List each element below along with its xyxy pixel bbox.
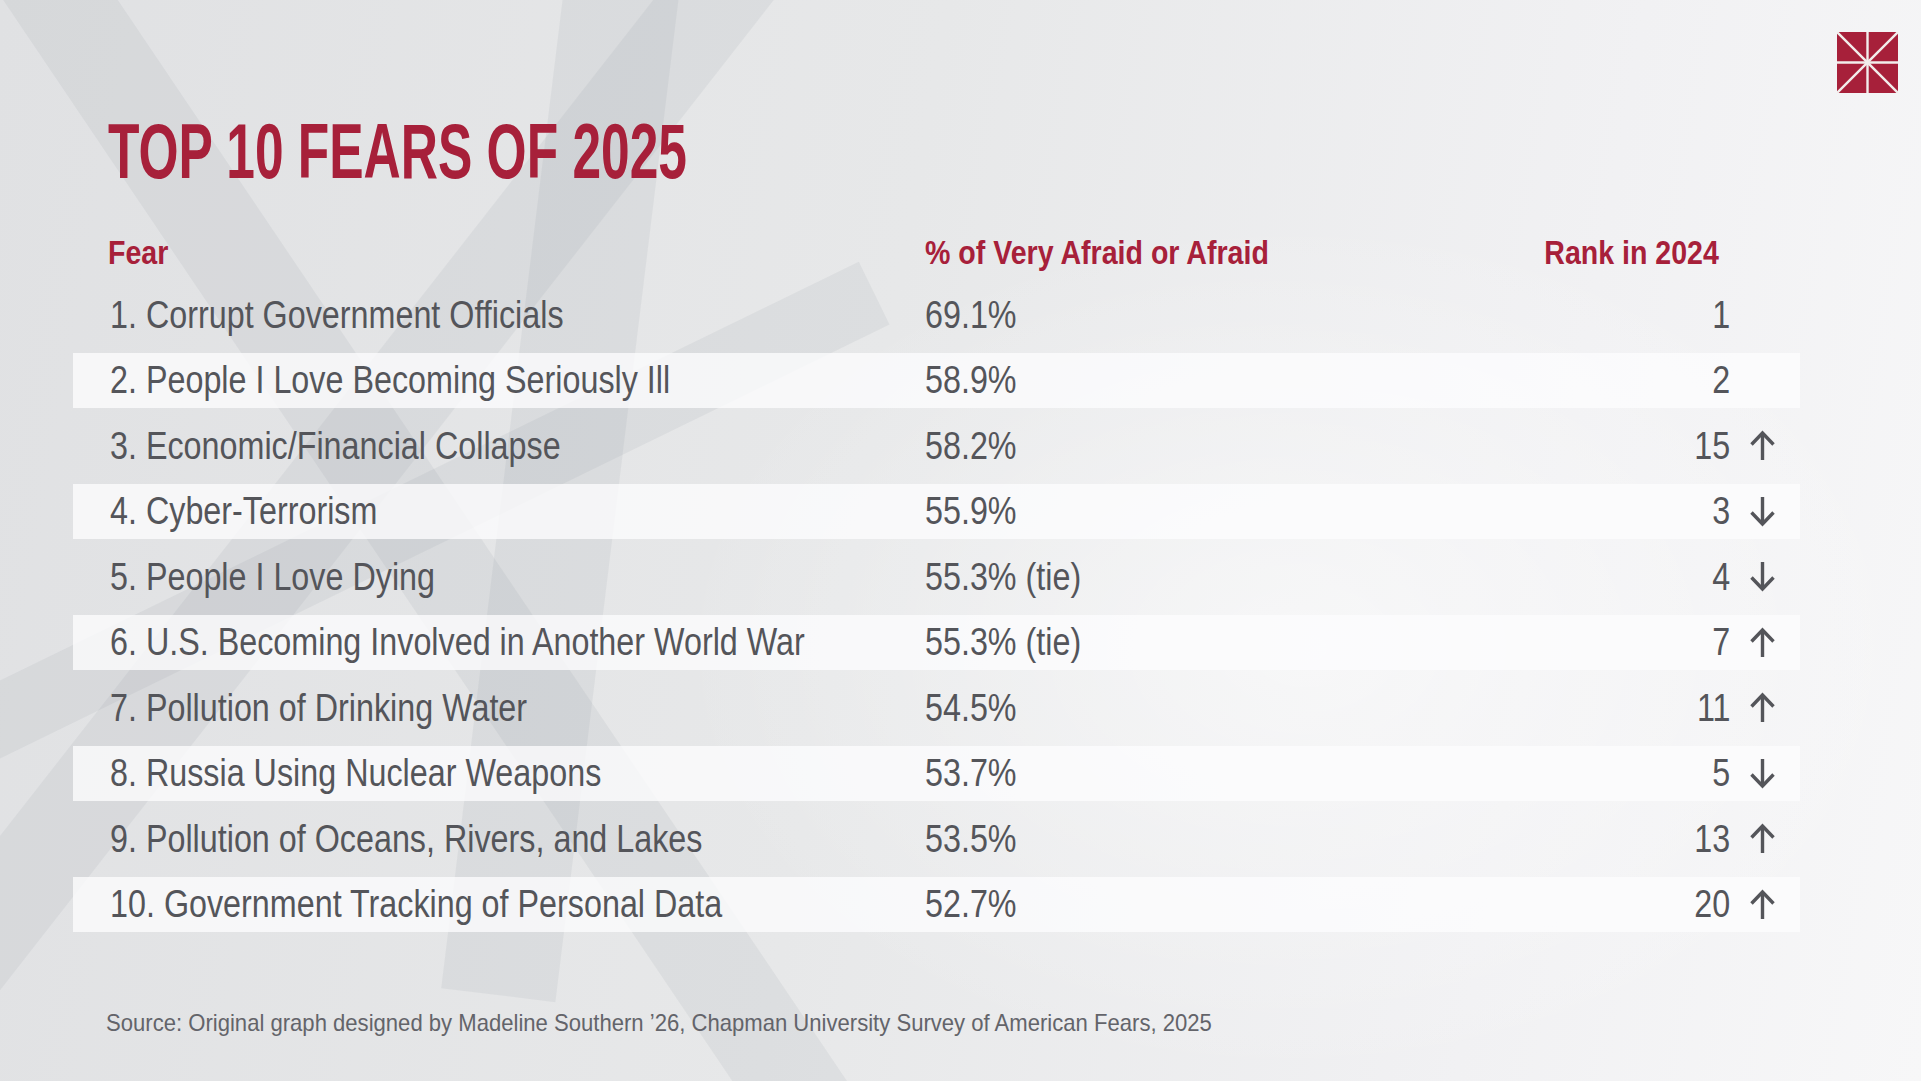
- table-row: 9. Pollution of Oceans, Rivers, and Lake…: [73, 806, 1800, 872]
- rank-change-slot: [1730, 755, 1778, 791]
- rank-value: 11: [1696, 689, 1730, 727]
- fear-label: 8. Russia Using Nuclear Weapons: [110, 754, 601, 792]
- rank-change-slot: [1730, 821, 1778, 857]
- rank-value: 5: [1712, 754, 1730, 792]
- rank-value: 20: [1694, 885, 1730, 923]
- rank-value: 2: [1712, 361, 1730, 399]
- infographic-canvas: TOP 10 FEARS OF 2025 Fear % of Very Afra…: [0, 0, 1921, 1081]
- arrow-up-icon: [1747, 690, 1778, 725]
- table-row: 4. Cyber-Terrorism 55.9% 3: [73, 479, 1800, 545]
- arrow-down-icon: [1747, 559, 1778, 594]
- rank-change-slot: [1730, 493, 1778, 529]
- fear-label: 9. Pollution of Oceans, Rivers, and Lake…: [110, 820, 702, 858]
- fear-label: 4. Cyber-Terrorism: [110, 492, 377, 530]
- rank-cell: 13: [1688, 806, 1778, 872]
- percent-value: 55.3% (tie): [925, 623, 1081, 661]
- rank-value: 4: [1712, 558, 1730, 596]
- percent-value: 53.7%: [925, 754, 1017, 792]
- table-row: 2. People I Love Becoming Seriously Ill …: [73, 348, 1800, 414]
- table-row: 6. U.S. Becoming Involved in Another Wor…: [73, 610, 1800, 676]
- fears-table-body: 1. Corrupt Government Officials 69.1% 1 …: [73, 282, 1800, 937]
- rank-cell: 11: [1691, 675, 1778, 741]
- table-row: 10. Government Tracking of Personal Data…: [73, 872, 1800, 938]
- rank-change-slot: [1730, 690, 1778, 726]
- rank-change-slot: [1730, 559, 1778, 595]
- arrow-up-icon: [1747, 428, 1778, 463]
- rank-change-slot: [1730, 624, 1778, 660]
- fear-label: 7. Pollution of Drinking Water: [110, 689, 527, 727]
- table-row: 3. Economic/Financial Collapse 58.2% 15: [73, 413, 1800, 479]
- rank-cell: 4: [1709, 544, 1778, 610]
- rank-value: 13: [1694, 820, 1730, 858]
- table-row: 7. Pollution of Drinking Water 54.5% 11: [73, 675, 1800, 741]
- table-row: 1. Corrupt Government Officials 69.1% 1: [73, 282, 1800, 348]
- rank-cell: 20: [1688, 872, 1778, 938]
- arrow-down-icon: [1747, 756, 1778, 791]
- arrow-up-icon: [1747, 821, 1778, 856]
- rank-value: 1: [1712, 296, 1730, 334]
- rank-cell: 7: [1709, 610, 1778, 676]
- rank-change-slot: [1730, 886, 1778, 922]
- arrow-up-icon: [1747, 887, 1778, 922]
- column-header-fear: Fear: [108, 235, 168, 269]
- percent-value: 55.9%: [925, 492, 1017, 530]
- rank-cell: 1: [1709, 282, 1778, 348]
- rank-change-slot: [1730, 297, 1778, 333]
- percent-value: 53.5%: [925, 820, 1017, 858]
- column-header-percent: % of Very Afraid or Afraid: [925, 235, 1269, 269]
- chapman-window-logo-icon: [1837, 32, 1898, 93]
- arrow-up-icon: [1747, 625, 1778, 660]
- rank-change-slot: [1730, 362, 1778, 398]
- fear-label: 10. Government Tracking of Personal Data: [110, 885, 722, 923]
- page-title: TOP 10 FEARS OF 2025: [108, 112, 687, 190]
- percent-value: 69.1%: [925, 296, 1017, 334]
- rank-value: 3: [1712, 492, 1730, 530]
- percent-value: 54.5%: [925, 689, 1017, 727]
- fear-label: 5. People I Love Dying: [110, 558, 435, 596]
- rank-cell: 5: [1709, 741, 1778, 807]
- percent-value: 58.9%: [925, 361, 1017, 399]
- percent-value: 52.7%: [925, 885, 1017, 923]
- fear-label: 6. U.S. Becoming Involved in Another Wor…: [110, 623, 805, 661]
- column-header-rank: Rank in 2024: [1544, 235, 1719, 269]
- rank-cell: 3: [1709, 479, 1778, 545]
- rank-change-slot: [1730, 428, 1778, 464]
- rank-cell: 2: [1709, 348, 1778, 414]
- rank-value: 7: [1712, 623, 1730, 661]
- percent-value: 58.2%: [925, 427, 1017, 465]
- table-row: 5. People I Love Dying 55.3% (tie) 4: [73, 544, 1800, 610]
- rank-value: 15: [1694, 427, 1730, 465]
- table-row: 8. Russia Using Nuclear Weapons 53.7% 5: [73, 741, 1800, 807]
- percent-value: 55.3% (tie): [925, 558, 1081, 596]
- arrow-down-icon: [1747, 494, 1778, 529]
- fear-label: 1. Corrupt Government Officials: [110, 296, 564, 334]
- fear-label: 2. People I Love Becoming Seriously Ill: [110, 361, 670, 399]
- fear-label: 3. Economic/Financial Collapse: [110, 427, 561, 465]
- source-credit: Source: Original graph designed by Madel…: [106, 1011, 1212, 1035]
- rank-cell: 15: [1688, 413, 1778, 479]
